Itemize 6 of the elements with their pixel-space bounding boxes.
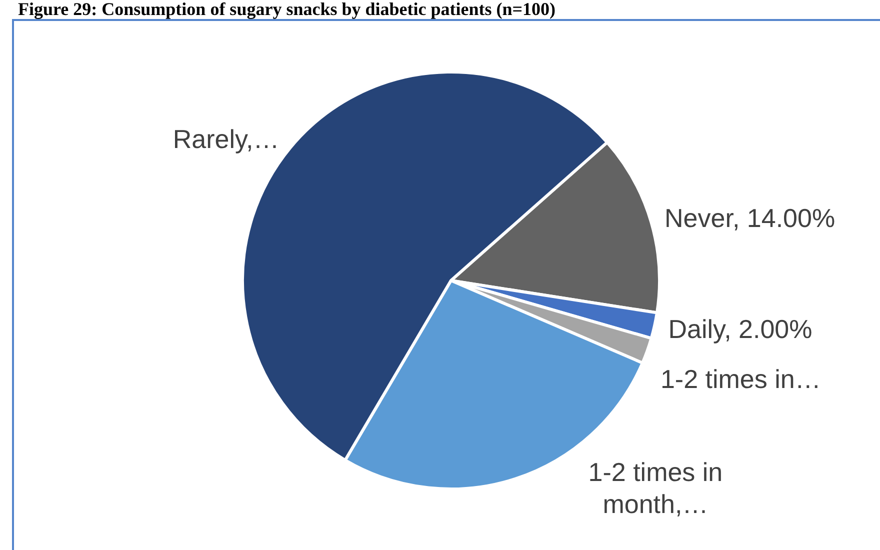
slice-label: Rarely,… bbox=[172, 122, 280, 155]
chart-title: Figure 29: Consumption of sugary snacks by diabetic patients (n=100) bbox=[18, 0, 556, 19]
slice-label: 1-2 times in month,… bbox=[587, 456, 724, 520]
slice-label: 1-2 times in… bbox=[659, 362, 822, 395]
slice-label: Never, 14.00% bbox=[664, 202, 836, 234]
slice-label: Daily, 2.00% bbox=[667, 312, 814, 345]
